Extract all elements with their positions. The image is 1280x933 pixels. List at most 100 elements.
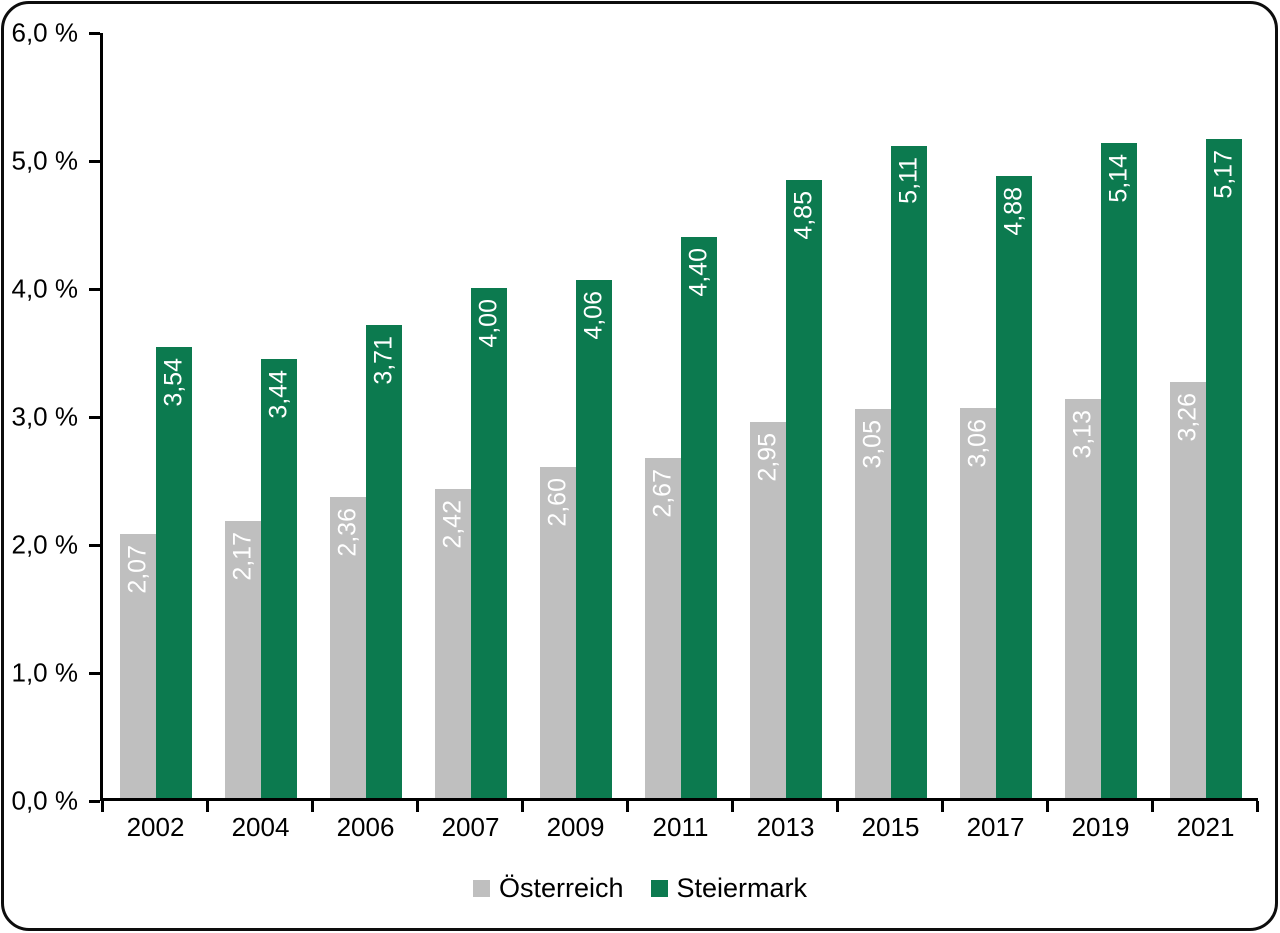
y-axis-label: 0,0 % [11,785,79,816]
category-cell-2009: 2,60 4,06 [523,33,628,798]
bar-value-label: 3,54 [159,357,187,407]
legend-label: Österreich [498,873,624,903]
bar-österreich-2013: 2,95 [749,421,786,798]
bar-value-label: 3,05 [858,420,886,469]
bar-steiermark-2011: 4,40 [680,237,717,798]
bar-steiermark-2013: 4,85 [785,179,822,798]
y-axis-tick [89,416,100,419]
x-axis-labels: 2002 2004 2006 2007 2009 2011 2013 2015 2017 2019… [103,812,1258,843]
x-axis-label: 2013 [756,812,815,842]
y-axis-label: 6,0 % [11,17,79,48]
y-axis-tick [89,287,100,291]
plot-area: 2,07 3,54 2,17 3,44 2,36 3,71 2,42 4,00 2,60 4,06… [100,33,1258,801]
bar-steiermark-2007: 4,00 [470,288,507,798]
y-axis-label: 4,0 % [11,273,79,304]
y-axis-tick [89,800,100,803]
category-cell-2019: 3,13 5,14 [1048,33,1153,798]
x-axis-tick [101,801,104,812]
y-axis-tick [89,159,100,163]
bar-österreich-2017: 3,06 [959,407,996,798]
bar-steiermark-2015: 5,11 [890,146,927,798]
x-axis-label: 2015 [861,812,920,842]
bar-österreich-2004: 2,17 [224,521,261,798]
category-cell-2004: 2,17 3,44 [208,33,313,798]
bar-value-label: 2,67 [648,468,676,518]
bar-value-label: 2,17 [228,532,256,581]
bar-österreich-2002: 2,07 [119,534,156,798]
bar-value-label: 3,44 [264,370,292,420]
bar-steiermark-2017: 4,88 [995,175,1032,798]
bar-value-label: 2,07 [123,545,151,594]
bar-value-label: 3,06 [963,418,991,468]
bar-value-label: 5,14 [1104,153,1132,203]
category-cell-2011: 2,67 4,40 [628,33,733,798]
bar-value-label: 5,17 [1209,149,1237,199]
x-axis-label: 2006 [336,812,395,842]
legend-label: Steiermark [676,873,808,903]
x-axis-ticks [101,801,1259,812]
bar-österreich-2009: 2,60 [539,466,576,798]
x-axis-tick [1256,801,1259,812]
bar-steiermark-2019: 5,14 [1100,142,1137,798]
x-axis-tick [626,801,629,812]
bar-value-label: 4,00 [474,299,502,348]
category-cell-2013: 2,95 4,85 [733,33,838,798]
x-axis-tick [521,801,524,812]
bar-steiermark-2009: 4,06 [575,280,612,798]
bar-value-label: 2,60 [543,477,571,527]
x-axis-label: 2017 [966,812,1025,842]
x-axis-tick [416,801,419,812]
x-axis-tick [836,801,839,812]
bar-value-label: 2,95 [753,432,781,482]
y-axis-label: 2,0 % [11,529,79,560]
category-cell-2021: 3,26 5,17 [1153,33,1258,798]
bar-steiermark-2002: 3,54 [155,346,192,798]
x-axis-label: 2002 [126,812,185,842]
y-axis: 6,0 % 5,0 % 4,0 % 3,0 % 2,0 % 1,0 % 0,0 % [0,18,100,816]
x-axis-label: 2009 [546,812,605,842]
bar-value-label: 4,88 [999,186,1027,236]
category-cell-2017: 3,06 4,88 [943,33,1048,798]
x-axis-tick [206,801,209,812]
bar-österreich-2007: 2,42 [434,489,471,798]
x-axis-label: 2011 [652,812,709,842]
legend-item-österreich: Österreich [472,873,624,904]
bar-steiermark-2004: 3,44 [260,359,297,798]
bar-value-label: 3,13 [1068,409,1096,459]
y-axis-label: 1,0 % [11,657,79,688]
legend-swatch [650,880,668,897]
y-axis-tick [89,672,100,675]
category-cell-2006: 2,36 3,71 [313,33,418,798]
bar-value-label: 3,71 [369,335,397,385]
legend: Österreich Steiermark [0,873,1280,904]
x-axis-label: 2004 [231,812,290,842]
bar-value-label: 2,36 [333,508,361,557]
bar-value-label: 5,11 [894,157,922,205]
category-cell-2007: 2,42 4,00 [418,33,523,798]
x-axis-label: 2019 [1071,812,1130,842]
bar-steiermark-2021: 5,17 [1205,138,1242,798]
bar-value-label: 3,26 [1173,393,1201,443]
bar-österreich-2011: 2,67 [644,457,681,798]
bar-value-label: 4,40 [684,248,712,297]
y-axis-tick [89,543,100,547]
x-axis-label: 2021 [1176,812,1235,842]
x-axis-tick [941,801,944,812]
x-axis-tick [311,801,314,812]
x-axis-tick [1046,801,1049,812]
y-axis-tick [89,32,100,35]
bar-value-label: 4,06 [579,291,607,341]
bar-österreich-2019: 3,13 [1064,398,1101,798]
legend-swatch [472,880,490,897]
bar-value-label: 4,85 [789,190,817,240]
y-axis-label: 5,0 % [11,145,79,176]
legend-item-steiermark: Steiermark [650,873,808,904]
bar-steiermark-2006: 3,71 [365,324,402,798]
x-axis-tick [1151,801,1154,812]
category-cell-2015: 3,05 5,11 [838,33,943,798]
bar-value-label: 2,42 [438,500,466,550]
y-axis-label: 3,0 % [11,401,79,432]
x-axis-tick [731,801,734,812]
